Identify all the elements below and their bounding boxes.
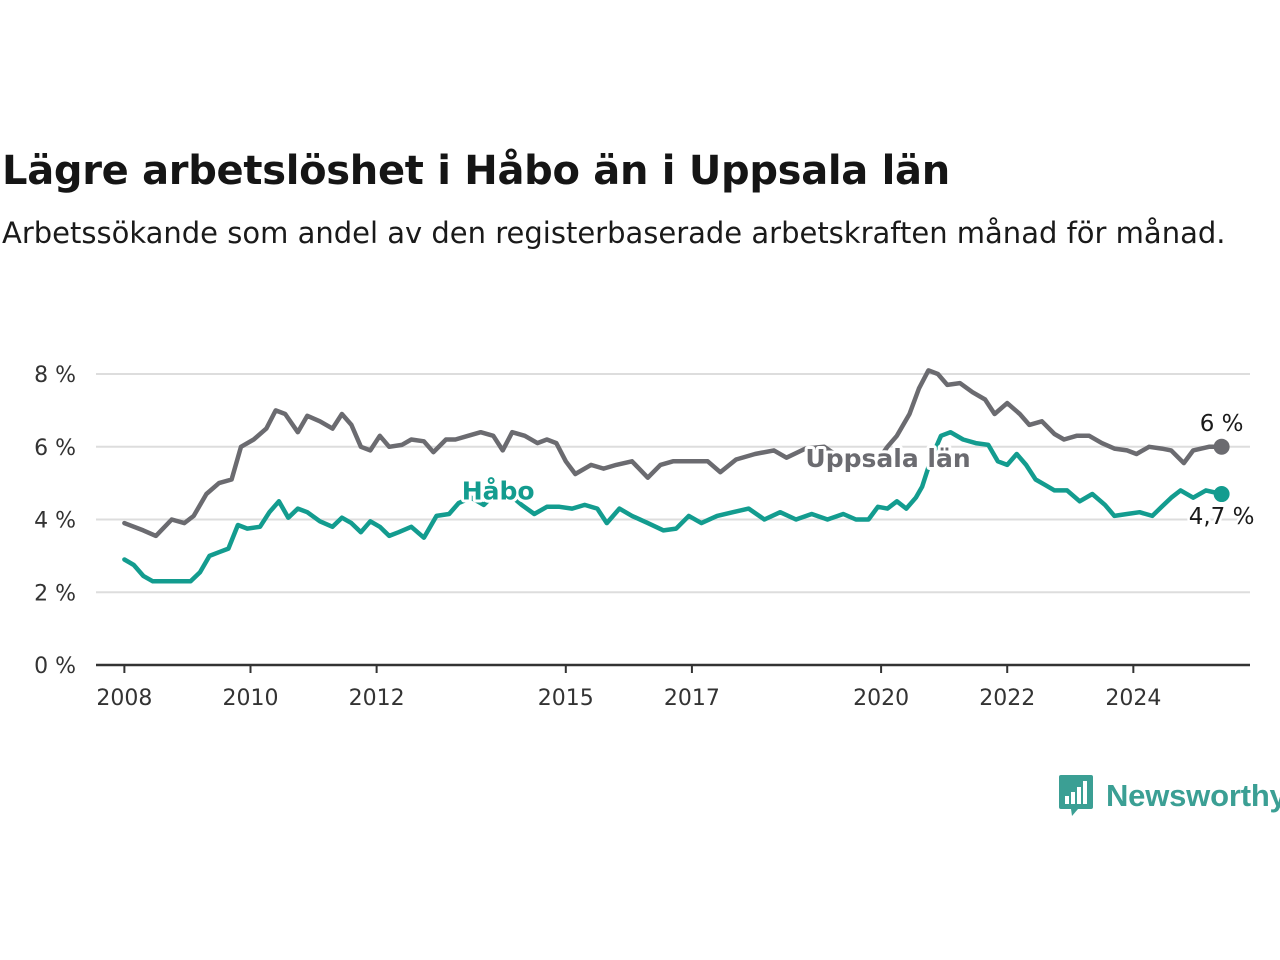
x-tick-label: 2017 — [664, 686, 720, 711]
x-tick-label: 2010 — [222, 686, 278, 711]
series-endpoint — [1213, 486, 1230, 503]
series-line-habo — [122, 429, 1224, 584]
x-tick-label: 2012 — [349, 686, 405, 711]
newsworthy-logo-icon — [1059, 775, 1093, 816]
series-line-uppsala-lan — [122, 368, 1224, 539]
x-axis-ticks: 2008 2010 2012 2015 2017 2020 2022 2024 — [96, 665, 1161, 711]
newsworthy-logo: Newsworthy — [1058, 774, 1280, 818]
series-name-label: Uppsala län — [805, 444, 970, 473]
series-lines — [122, 368, 1230, 584]
y-tick-label: 2 % — [34, 581, 76, 606]
end-value-label: 6 % — [1200, 411, 1244, 437]
y-tick-label: 0 % — [34, 654, 76, 679]
x-tick-label: 2015 — [538, 686, 594, 711]
x-tick-label: 2022 — [979, 686, 1035, 711]
x-tick-label: 2020 — [853, 686, 909, 711]
y-axis-ticks: 0 % 2 % 4 % 6 % 8 % — [34, 363, 76, 679]
series-endpoint — [1213, 438, 1230, 455]
chart-title: Lägre arbetslöshet i Håbo än i Uppsala l… — [2, 148, 950, 194]
series-labels: 6 % 4,7 % Uppsala län Håbo — [459, 408, 1257, 532]
x-tick-label: 2024 — [1105, 686, 1161, 711]
y-tick-label: 6 % — [34, 436, 76, 461]
gridlines — [96, 373, 1250, 667]
y-tick-label: 4 % — [34, 509, 76, 534]
x-tick-label: 2008 — [96, 686, 152, 711]
series-name-label: Håbo — [462, 476, 535, 505]
end-value-label: 4,7 % — [1189, 504, 1255, 530]
chart-subtitle: Arbetssökande som andel av den registerb… — [2, 216, 1226, 250]
y-tick-label: 8 % — [34, 363, 76, 388]
brand-name: Newsworthy — [1106, 778, 1280, 813]
